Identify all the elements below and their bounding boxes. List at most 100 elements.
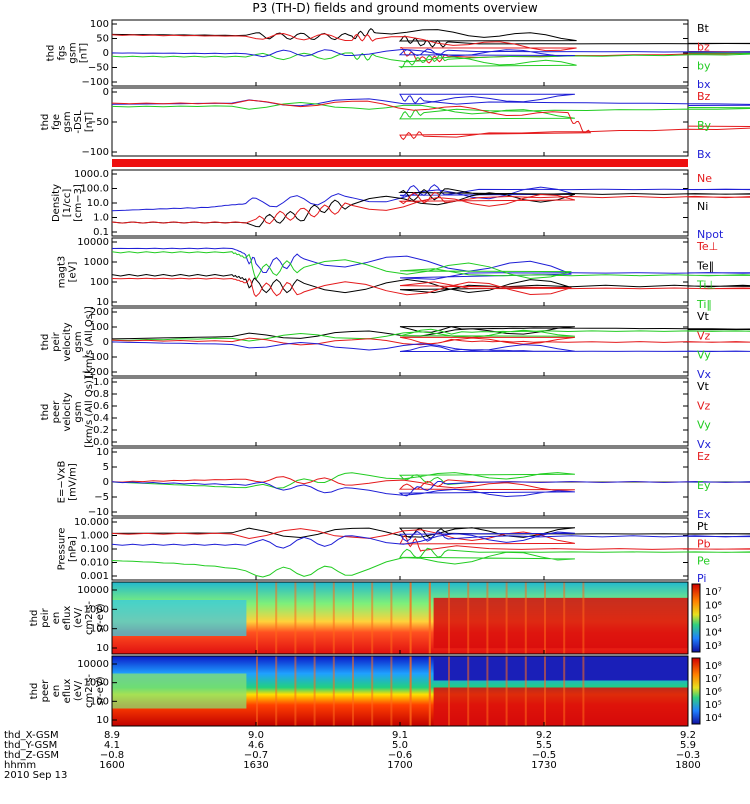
legend-label: Vx xyxy=(697,438,712,451)
colorbar-label: 10⁵ xyxy=(705,700,722,711)
colorbar-label: 10⁴ xyxy=(705,628,722,639)
y-axis-label: gsm xyxy=(73,401,84,422)
colorbar-label: 10⁵ xyxy=(705,614,722,625)
y-tick-label: 0.0 xyxy=(93,437,109,448)
y-axis-label: peir xyxy=(40,607,51,627)
colorbar-label: 10⁶ xyxy=(705,687,722,698)
y-tick-label: 10.0 xyxy=(87,198,109,209)
spectrogram-stripe xyxy=(371,656,374,726)
y-tick-label: 5 xyxy=(103,462,109,473)
y-axis-label: [km/s (All Qs)] xyxy=(84,306,95,378)
spectrogram-late-band xyxy=(433,597,688,649)
legend-label: Vt xyxy=(697,310,710,323)
spectrogram-early-band xyxy=(112,673,247,709)
panel-peer-spectrogram xyxy=(111,655,701,727)
panel-frame xyxy=(111,169,689,237)
spectrogram-stripe xyxy=(486,656,489,726)
y-axis-label: [eV] xyxy=(68,262,79,283)
spectrogram-stripe xyxy=(409,582,412,654)
spectrogram-stripe xyxy=(390,656,393,726)
y-tick-label: 10 xyxy=(96,297,109,308)
legend-label: Pt xyxy=(697,520,709,533)
y-tick-label: 10000 xyxy=(77,659,109,670)
spectrogram-stripe xyxy=(524,656,527,726)
series-line xyxy=(111,277,750,298)
spectrogram-stripe xyxy=(256,582,258,654)
y-tick-label: 0.4 xyxy=(93,413,109,424)
legend-label: Ne xyxy=(697,172,712,185)
y-tick-label: 0.2 xyxy=(93,425,109,436)
spectrogram-stripe xyxy=(332,656,335,726)
x-tick-label: 1730 xyxy=(531,760,556,771)
spectrogram-stripe xyxy=(352,582,354,654)
y-tick-label: 1000 xyxy=(84,604,109,615)
y-axis-label: [mV/m] xyxy=(68,463,79,501)
spectrogram-early-band xyxy=(112,600,247,636)
y-tick-label: 1000 xyxy=(84,678,109,689)
y-tick-label: −100 xyxy=(82,147,109,158)
series-line xyxy=(111,188,750,228)
x-row-label: thd_Z-GSM xyxy=(4,750,59,761)
y-axis-label: thd xyxy=(29,610,40,627)
legend-label: Ex xyxy=(697,508,711,521)
series-line xyxy=(111,547,750,578)
panel-frame xyxy=(111,237,689,307)
y-tick-label: 0.1 xyxy=(93,227,109,238)
colorbar-label: 10⁷ xyxy=(705,587,722,598)
spectrogram-stripe xyxy=(332,582,335,654)
x-tick-label: 9.2 xyxy=(680,730,696,741)
y-tick-label: 10 xyxy=(96,447,109,458)
legend-label: Npot xyxy=(697,228,724,241)
y-axis-label: eflux xyxy=(62,606,73,631)
legend-label: Ti⊥ xyxy=(696,279,716,292)
y-tick-label: 1.0 xyxy=(93,377,109,388)
spectrogram-stripe xyxy=(448,582,450,654)
spectrogram-stripe xyxy=(505,582,508,654)
y-axis-label: thd xyxy=(40,334,51,351)
y-axis-label: thd xyxy=(40,114,51,131)
y-axis-label: E=−VxB xyxy=(57,461,68,504)
spectrogram-stripe xyxy=(275,656,278,726)
y-tick-label: 100 xyxy=(90,322,109,333)
x-tick-label: 9.1 xyxy=(392,730,408,741)
panel-peer-velocity xyxy=(111,377,689,447)
x-tick-label: −0.7 xyxy=(244,750,268,761)
spectrogram-stripe xyxy=(582,582,585,654)
y-tick-label: 0 xyxy=(103,87,109,98)
y-tick-label: 50 xyxy=(96,34,109,45)
y-tick-label: 0.6 xyxy=(93,401,109,412)
spectrogram-stripe xyxy=(544,656,546,726)
y-axis-label: (eV/ xyxy=(73,680,84,701)
y-axis-label: [nPa] xyxy=(68,536,79,562)
y-tick-label: 0.010 xyxy=(80,558,109,569)
spectrogram-stripe xyxy=(275,582,278,654)
legend-label: Bt xyxy=(697,22,710,35)
x-row-label: hhmm xyxy=(4,760,36,771)
legend-label: Vz xyxy=(697,399,711,412)
legend-label: bx xyxy=(697,78,711,91)
y-axis-label: velocity xyxy=(62,392,73,431)
series-line xyxy=(111,341,750,353)
series-line xyxy=(111,328,750,342)
panel-pressure xyxy=(111,517,750,581)
series-line xyxy=(111,527,750,539)
x-tick-label: 9.2 xyxy=(536,730,552,741)
spectrogram-stripe xyxy=(256,656,258,726)
y-tick-label: −200 xyxy=(82,367,109,378)
legend-label: Vy xyxy=(697,419,711,432)
y-tick-label: 10.000 xyxy=(74,517,109,528)
colorbar xyxy=(691,657,701,725)
spectrogram-stripe xyxy=(486,582,489,654)
y-axis-label: (eV/ xyxy=(73,607,84,628)
x-tick-label: −0.8 xyxy=(100,750,124,761)
y-axis-label: sr-eV) xyxy=(95,676,106,705)
x-tick-label: 5.5 xyxy=(536,740,552,751)
x-row-label: thd_X-GSM xyxy=(4,730,59,741)
y-tick-label: 0.100 xyxy=(80,544,109,555)
spectrogram-stripe xyxy=(544,582,546,654)
y-tick-label: 10000 xyxy=(77,237,109,248)
series-line xyxy=(111,326,750,340)
x-tick-label: 1800 xyxy=(675,760,700,771)
y-tick-label: 0.8 xyxy=(93,389,109,400)
y-axis-label: -DSL xyxy=(73,110,84,134)
